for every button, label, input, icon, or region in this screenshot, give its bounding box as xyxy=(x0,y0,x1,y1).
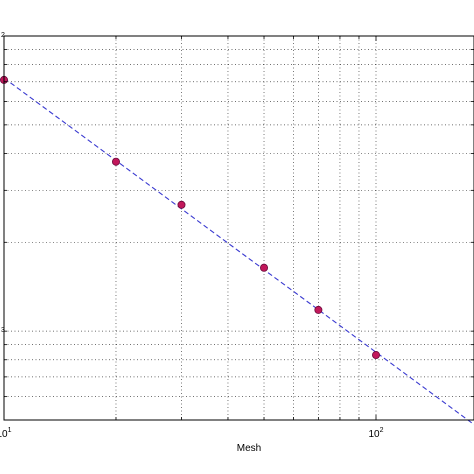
plot-frame xyxy=(3,35,474,421)
x-tick-label: 101 xyxy=(0,427,12,440)
y-tick-label: 2 xyxy=(1,32,5,39)
y-tick-label: 3 xyxy=(1,327,5,334)
data-point xyxy=(177,200,186,209)
data-point xyxy=(111,157,120,166)
x-tick-label: 102 xyxy=(368,427,383,440)
data-point-layer xyxy=(0,75,380,360)
fit-line xyxy=(3,77,474,426)
tick-layer: 101 102 2 3 xyxy=(0,32,474,440)
fit-line-layer xyxy=(3,77,474,426)
grid-layer xyxy=(3,35,474,421)
data-point xyxy=(260,263,269,272)
data-point xyxy=(314,305,323,314)
x-axis-label: Mesh xyxy=(237,443,261,454)
data-point xyxy=(371,351,380,360)
